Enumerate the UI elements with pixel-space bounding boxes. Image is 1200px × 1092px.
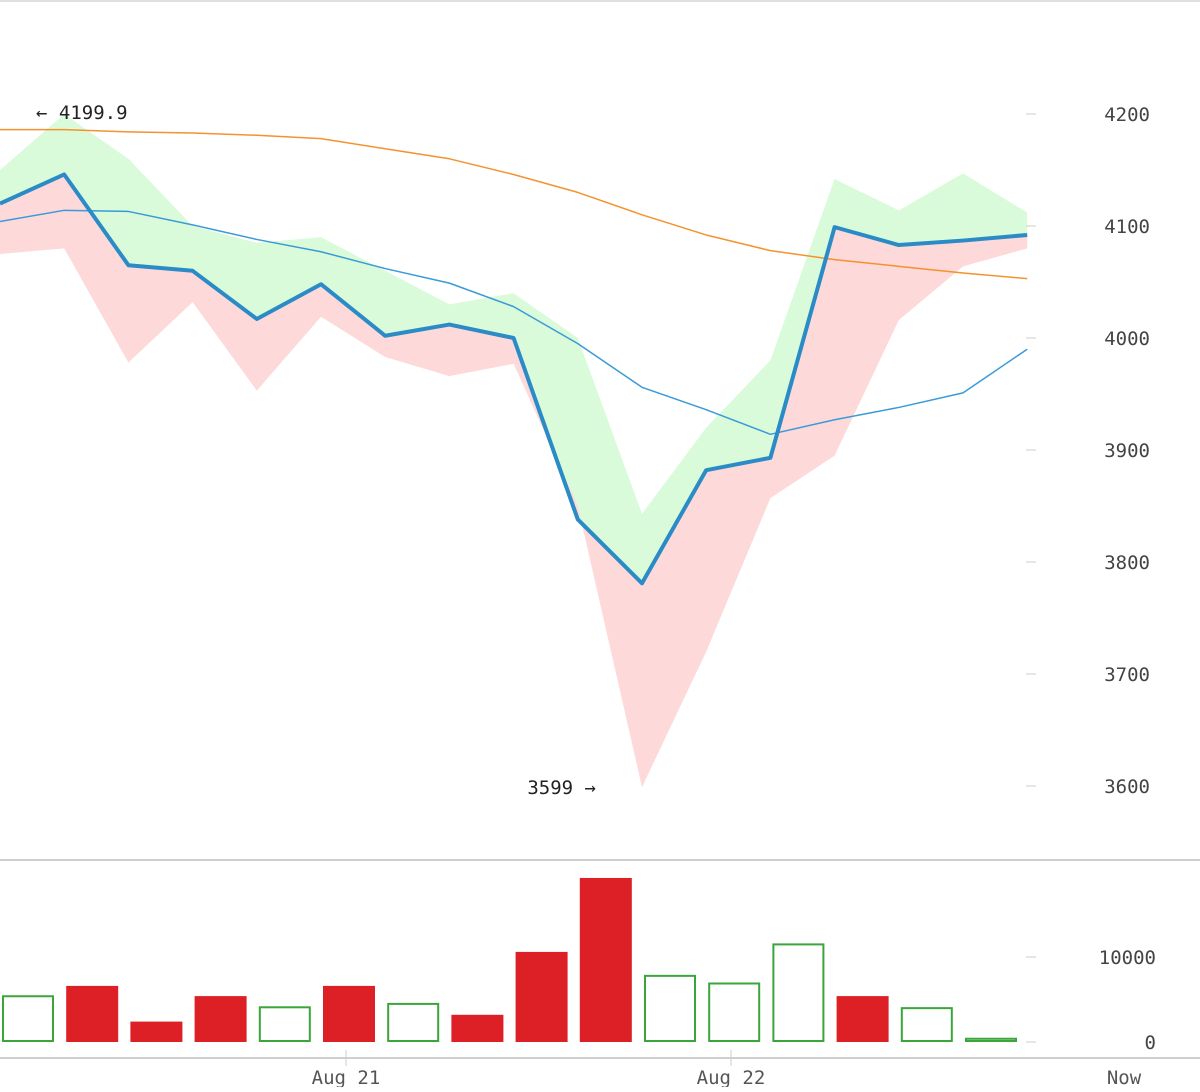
volume-tick-label: 0 [1145,1032,1156,1054]
price-tick-label: 3800 [1104,552,1150,574]
date-label: Aug 21 [312,1067,381,1087]
volume-bar [836,996,889,1042]
volume-bar [772,943,825,1043]
volume-tick-label: 10000 [1099,947,1156,969]
volume-bar [965,1037,1017,1042]
low-band [0,174,1028,788]
date-label: Aug 22 [697,1067,766,1087]
price-tick-label: 3700 [1104,664,1150,686]
low-annotation: 3599 → [527,777,596,799]
volume-bar [708,982,761,1042]
close-price-line [0,172,1028,586]
high-annotation: ← 4199.9 [36,102,128,124]
volume-bar [66,985,119,1042]
sma-long-line [0,128,1028,280]
volume-bar [579,877,632,1042]
volume-bar [194,996,247,1042]
volume-bar [900,1007,953,1043]
volume-bar [323,985,375,1042]
volume-bar [644,974,696,1042]
sma-short-line [0,209,1028,436]
price-tick-label: 4200 [1104,104,1150,126]
date-label: Now [1107,1067,1142,1087]
volume-bar [2,995,54,1042]
volume-bar [258,1006,311,1042]
volume-bar [387,1002,440,1043]
price-tick-label: 4000 [1104,328,1150,350]
price-tick-label: 3600 [1104,776,1150,798]
price-tick-label: 4100 [1104,216,1150,238]
volume-bar [451,1014,504,1042]
volume-bar [130,1021,183,1042]
high-band [0,114,1028,584]
volume-bar [515,951,568,1042]
price-tick-label: 3900 [1104,440,1150,462]
